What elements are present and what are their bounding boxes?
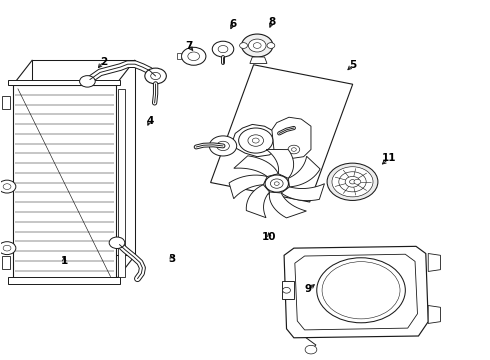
Text: 4: 4 [146, 116, 153, 126]
Polygon shape [211, 65, 353, 202]
Circle shape [145, 68, 166, 84]
Circle shape [3, 245, 11, 251]
Circle shape [109, 237, 125, 248]
Circle shape [349, 180, 355, 184]
Polygon shape [2, 96, 10, 109]
Circle shape [151, 72, 160, 80]
Circle shape [239, 128, 273, 153]
Polygon shape [118, 89, 125, 277]
Polygon shape [272, 117, 311, 158]
Circle shape [345, 176, 360, 187]
Polygon shape [32, 60, 135, 255]
Circle shape [0, 180, 16, 193]
Circle shape [181, 47, 206, 65]
Circle shape [288, 145, 300, 154]
Polygon shape [233, 125, 279, 157]
Circle shape [3, 184, 11, 189]
Polygon shape [8, 80, 121, 85]
Text: 9: 9 [305, 284, 312, 294]
Circle shape [332, 167, 373, 197]
Text: 11: 11 [382, 153, 396, 163]
Circle shape [354, 179, 361, 184]
Text: 1: 1 [61, 256, 68, 266]
Circle shape [79, 76, 95, 87]
Circle shape [267, 42, 275, 48]
Polygon shape [295, 254, 417, 330]
Circle shape [327, 163, 378, 201]
Circle shape [274, 182, 279, 185]
Polygon shape [288, 156, 320, 187]
Circle shape [253, 42, 261, 48]
Circle shape [252, 138, 259, 143]
Text: 7: 7 [185, 41, 193, 50]
Circle shape [217, 141, 229, 150]
Circle shape [218, 45, 228, 53]
Polygon shape [266, 149, 294, 178]
Polygon shape [428, 306, 441, 323]
Polygon shape [282, 281, 294, 299]
Text: 6: 6 [229, 19, 236, 29]
Text: 10: 10 [262, 232, 277, 242]
Circle shape [0, 242, 16, 255]
Polygon shape [281, 184, 324, 201]
Text: 8: 8 [268, 17, 275, 27]
Polygon shape [13, 85, 116, 280]
Circle shape [188, 52, 199, 60]
Polygon shape [234, 156, 278, 176]
Circle shape [339, 172, 366, 192]
Circle shape [292, 148, 296, 151]
Circle shape [209, 136, 237, 156]
Polygon shape [246, 185, 270, 218]
Circle shape [305, 345, 317, 354]
Text: 5: 5 [349, 60, 356, 70]
Circle shape [265, 175, 289, 192]
Polygon shape [428, 253, 441, 271]
Polygon shape [176, 53, 181, 59]
Polygon shape [229, 175, 267, 199]
Circle shape [283, 287, 291, 293]
Circle shape [322, 262, 400, 319]
Circle shape [270, 179, 283, 188]
Circle shape [240, 42, 247, 48]
Text: 2: 2 [99, 57, 107, 67]
Polygon shape [270, 192, 306, 218]
Circle shape [248, 135, 264, 146]
Circle shape [242, 34, 273, 57]
Polygon shape [284, 246, 428, 338]
Text: 3: 3 [168, 254, 175, 264]
Circle shape [248, 39, 266, 52]
Circle shape [212, 41, 234, 57]
Polygon shape [8, 277, 121, 284]
Circle shape [317, 258, 405, 323]
Polygon shape [250, 57, 267, 63]
Polygon shape [2, 256, 10, 269]
